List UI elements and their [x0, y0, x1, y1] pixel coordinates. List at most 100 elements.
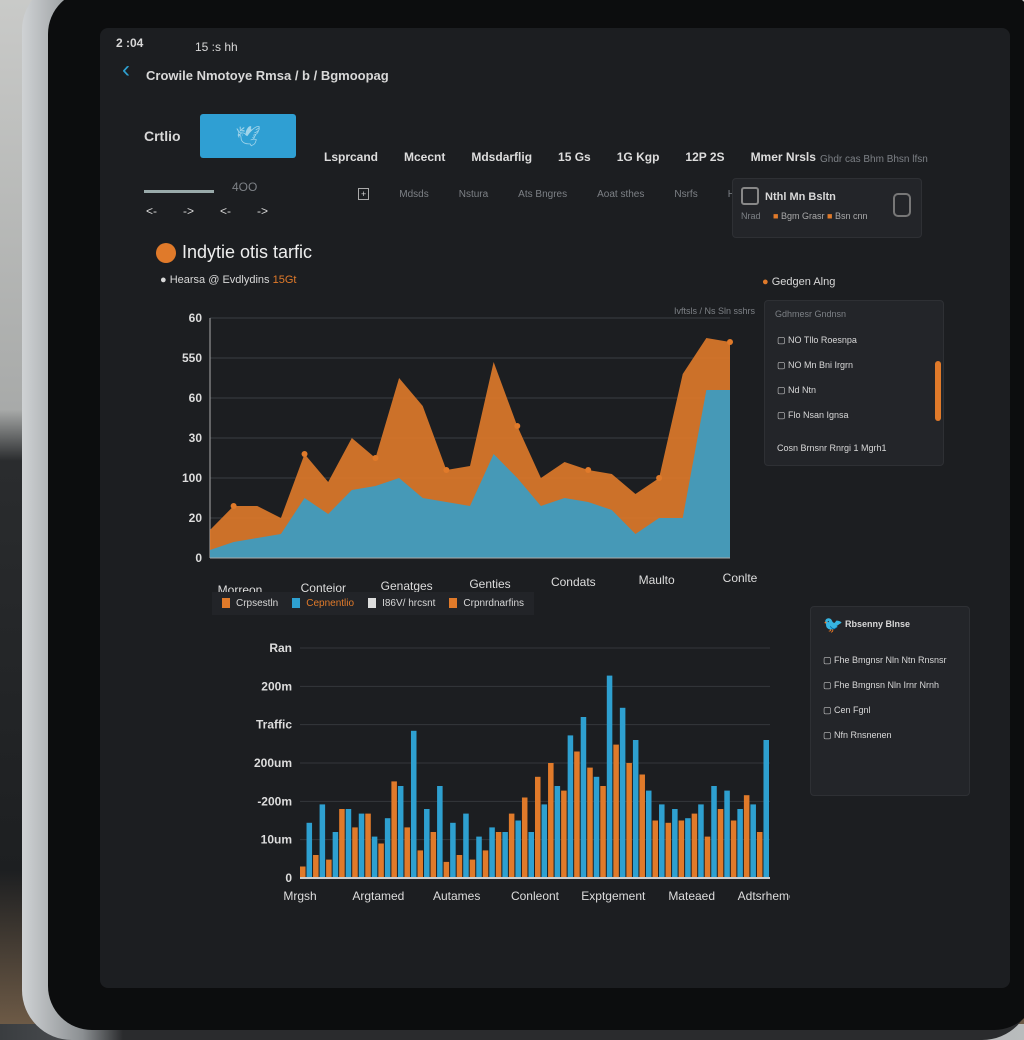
- x-tick-label: Argtamed: [352, 889, 404, 903]
- chart-note: Ivftsls / Ns Sln sshrs: [674, 306, 756, 316]
- x-tick-label: Conteior: [301, 581, 346, 595]
- legend-item[interactable]: Crpnrdnarfins: [449, 598, 524, 609]
- twitter-item[interactable]: ▢ Fhe Bmgnsn Nln Irnr Nrnh: [823, 680, 940, 690]
- subtab-3[interactable]: Aoat sthes: [597, 188, 645, 200]
- item-icon: ▢: [777, 335, 789, 345]
- side-panel-item[interactable]: ▢ Nd Ntn: [777, 385, 817, 395]
- bar: [763, 740, 769, 878]
- bar: [430, 832, 437, 878]
- bar: [378, 843, 384, 878]
- bar: [756, 832, 763, 878]
- profile-tag: ■ Bgm Grasr ■ Bsn cnn: [773, 211, 868, 221]
- profile-card[interactable]: Nthl Mn Bsltn Nrad ■ Bgm Grasr ■ Bsn cnn: [732, 178, 922, 238]
- bar: [730, 820, 737, 878]
- side-panel-title: ● Gedgen Alng: [762, 276, 836, 288]
- side-panel-item[interactable]: ▢ Flo Nsan Ignsa: [777, 410, 849, 420]
- tab-1[interactable]: Mcecnt: [404, 150, 446, 164]
- x-tick-label: Adtsrhemed: [738, 889, 790, 903]
- bar: [593, 776, 600, 878]
- twitter-panel-title: Rbsenny Blnse: [845, 619, 911, 629]
- bar: [326, 859, 332, 878]
- phone-icon[interactable]: [893, 193, 911, 217]
- arrow-right-icon[interactable]: ->: [183, 204, 195, 218]
- bar: [528, 832, 534, 878]
- tab-0[interactable]: Lsprcand: [324, 150, 379, 164]
- status-left: 2 :04: [116, 36, 144, 50]
- bar: [652, 820, 659, 878]
- bar: [717, 809, 724, 878]
- data-point: [372, 455, 379, 461]
- subtab-4[interactable]: Nsrfs: [674, 188, 698, 200]
- bar: [410, 730, 417, 878]
- arrow-left-icon[interactable]: <-: [220, 204, 232, 218]
- twitter-item[interactable]: ▢ Fhe Bmgnsr Nln Ntn Rnsnsr: [823, 655, 947, 665]
- bar: [489, 827, 495, 878]
- y-tick-label: 30: [189, 431, 203, 445]
- tab-6[interactable]: Mmer Nrsls: [750, 150, 816, 164]
- bar: [450, 822, 456, 878]
- twitter-panel: 🐦 Rbsenny Blnse ▢ Fhe Bmgnsr Nln Ntn Rns…: [810, 606, 970, 796]
- bar: [632, 740, 639, 878]
- twitter-item[interactable]: ▢ Nfn Rnsnenen: [823, 730, 892, 740]
- breadcrumb[interactable]: Crowile Nmotoye Rmsa / b / Bgmoopag: [146, 68, 389, 83]
- bar: [358, 813, 365, 878]
- side-panel: Gdhmesr Gndnsn ▢ NO Tllo Roesnpa ▢ NO Mn …: [764, 300, 944, 466]
- legend-swatch: [292, 598, 301, 609]
- bar: [397, 786, 404, 878]
- bar: [750, 804, 756, 878]
- bar: [515, 820, 521, 878]
- bar: [600, 786, 606, 878]
- scrollbar[interactable]: [935, 361, 941, 421]
- y-tick-label: 200um: [254, 756, 292, 770]
- item-icon: ▢: [823, 705, 835, 715]
- legend-item[interactable]: Cepnentlio: [292, 598, 354, 609]
- chevron-left-icon[interactable]: ‹: [122, 56, 130, 83]
- data-point: [656, 475, 663, 481]
- avatar: [741, 187, 759, 205]
- x-tick-label: Autames: [433, 889, 480, 903]
- tab-4[interactable]: 1G Kgp: [616, 150, 660, 164]
- arrow-right-icon[interactable]: ->: [257, 204, 269, 218]
- tab-3[interactable]: 15 Gs: [558, 150, 591, 164]
- bar: [404, 827, 410, 878]
- data-point: [727, 339, 733, 345]
- add-icon[interactable]: +: [358, 188, 370, 200]
- y-tick-label: Ran: [269, 641, 292, 655]
- data-point: [585, 467, 592, 473]
- progress-indicator: [144, 190, 214, 193]
- side-panel-item[interactable]: ▢ NO Mn Bni Irgrn: [777, 360, 854, 370]
- item-icon: ▢: [823, 730, 835, 740]
- x-tick-label: Exptgement: [581, 889, 646, 903]
- legend-item[interactable]: I86V/ hrcsnt: [368, 598, 435, 609]
- toolbar-tabs: Lsprcand Mcecnt Mdsdarflig 15 Gs 1G Kgp 12P 2…: [324, 150, 816, 164]
- bar: [580, 717, 587, 878]
- tab-5[interactable]: 12P 2S: [685, 150, 725, 164]
- side-panel-item[interactable]: ▢ NO Tllo Roesnpa: [777, 335, 857, 345]
- x-tick-label: Conleont: [511, 889, 560, 903]
- primary-button[interactable]: 🕊: [200, 114, 296, 158]
- bar: [645, 790, 652, 878]
- data-point: [443, 467, 450, 473]
- legend-item[interactable]: Crpsestln: [222, 598, 278, 609]
- y-tick-label: 20: [189, 511, 203, 525]
- x-tick-label: Condats: [551, 575, 596, 589]
- bar: [463, 813, 469, 878]
- bar: [365, 813, 371, 878]
- subtab-1[interactable]: Nstura: [458, 188, 489, 200]
- subtab-0[interactable]: Mdsds: [399, 188, 429, 200]
- chart-subtitle: ● Hearsa @ Evdlydins 15Gt: [160, 274, 297, 286]
- tab-2[interactable]: Mdsdarflig: [471, 150, 533, 164]
- chart-title: Indytie otis tarfic: [182, 242, 313, 262]
- profile-name: Nthl Mn Bsltn: [765, 191, 836, 203]
- item-icon: ▢: [777, 385, 789, 395]
- bar: [476, 836, 482, 878]
- y-tick-label: -200m: [257, 794, 292, 808]
- subtab-2[interactable]: Ats Bngres: [518, 188, 568, 200]
- bar-chart: 0 10um -200m 200um Traffic 200m Ran Mrgsh Argtam…: [254, 641, 790, 903]
- nav-arrows: <- -> <- ->: [146, 204, 268, 218]
- screen: 2 :04 15 :s hh ‹ Crowile Nmotoye Rmsa / …: [100, 28, 1010, 988]
- bar: [554, 786, 561, 878]
- arrow-left-icon[interactable]: <-: [146, 204, 158, 218]
- data-point: [230, 503, 237, 509]
- twitter-item[interactable]: ▢ Cen Fgnl: [823, 705, 871, 715]
